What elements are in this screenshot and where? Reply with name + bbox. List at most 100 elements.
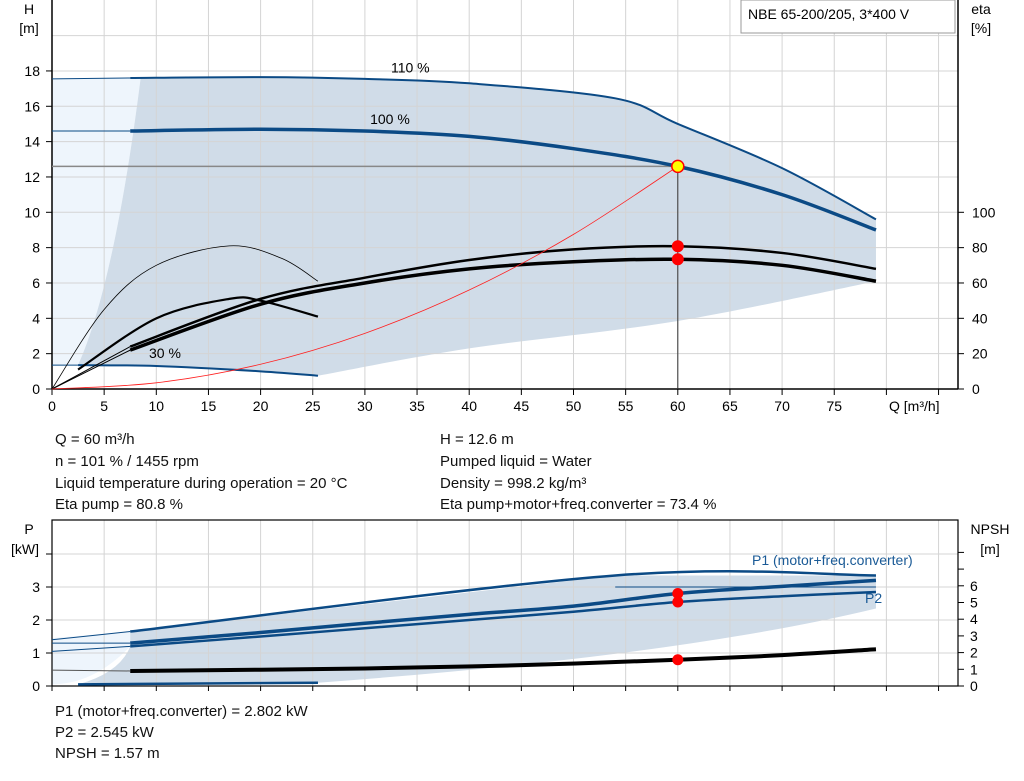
npsh-axis-unit: [m] (980, 541, 999, 557)
x-tick-label: 10 (149, 398, 165, 414)
title-box (740, 0, 956, 34)
y2-tick-label: 60 (972, 275, 988, 291)
x-tick-label: 0 (48, 398, 56, 414)
x-tick-label: 15 (201, 398, 217, 414)
npsh-curve (130, 647, 877, 673)
power-curve (130, 570, 876, 633)
p-tick-label: 2 (32, 612, 40, 628)
npsh-tick-label: 0 (970, 678, 978, 694)
eta-pump-point (671, 240, 684, 253)
npsh-tick-label: 5 (970, 595, 978, 611)
head-curve (130, 127, 877, 232)
info-p2: P2 = 2.545 kW (55, 724, 154, 741)
npsh-curve-extension (51, 669, 131, 672)
x-tick-label: 40 (461, 398, 477, 414)
chart-title: NBE 65-200/205, 3*400 V (748, 6, 910, 22)
info-speed: n = 101 % / 1455 rpm (55, 453, 199, 470)
x-tick-label: 30 (357, 398, 373, 414)
y-axis-unit: [m] (19, 20, 38, 36)
y2-axis-label: eta (971, 1, 991, 17)
system-curve (51, 166, 679, 390)
efficiency-curve-extension (51, 349, 131, 390)
y2-tick-label: 20 (972, 346, 988, 362)
y2-tick-label: 80 (972, 240, 988, 256)
y-tick-label: 16 (24, 98, 40, 114)
npsh-tick-label: 4 (970, 611, 978, 627)
npsh-axis-label: NPSH (971, 521, 1010, 537)
y-tick-label: 6 (32, 275, 40, 291)
power-curve-extension (51, 645, 131, 652)
efficiency-curve-extension (51, 346, 131, 390)
curve-extension (51, 77, 131, 80)
p-tick-label: 3 (32, 579, 40, 595)
label-p1: P1 (motor+freq.converter) (752, 552, 913, 568)
p-axis-unit: [kW] (11, 541, 39, 557)
y-tick-label: 8 (32, 240, 40, 256)
x-axis-label: Q [m³/h] (889, 398, 940, 414)
y-tick-label: 14 (24, 134, 40, 150)
area-light (52, 78, 141, 366)
power-curve (130, 590, 877, 648)
efficiency-curve (129, 257, 877, 352)
x-tick-label: 75 (826, 398, 842, 414)
efficiency-curve (129, 244, 877, 348)
label-p2: P2 (865, 590, 882, 606)
y-tick-label: 0 (32, 381, 40, 397)
x-tick-label: 60 (670, 398, 686, 414)
p-tick-label: 1 (32, 645, 40, 661)
npsh-point (672, 654, 684, 666)
npsh-tick-label: 2 (970, 645, 978, 661)
p2-point (672, 596, 684, 608)
x-tick-label: 45 (514, 398, 530, 414)
info-liquid: Pumped liquid = Water (440, 453, 592, 470)
operating-area (78, 77, 876, 376)
label-110: 110 % (391, 60, 430, 76)
x-tick-label: 35 (409, 398, 425, 414)
y2-tick-label: 40 (972, 310, 988, 326)
y-tick-label: 18 (24, 63, 40, 79)
x-tick-label: 50 (566, 398, 582, 414)
y-tick-label: 12 (24, 169, 40, 185)
info-temperature: Liquid temperature during operation = 20… (55, 475, 348, 492)
bottom-plot-frame (51, 519, 959, 687)
y-axis-label: H (24, 1, 34, 17)
p-tick-label: 0 (32, 678, 40, 694)
efficiency-curve (77, 296, 319, 371)
x-tick-label: 70 (774, 398, 790, 414)
npsh-tick-label: 3 (970, 628, 978, 644)
p-axis-label: P (24, 521, 33, 537)
power-curve (130, 578, 877, 645)
npsh-tick-label: 1 (970, 661, 978, 677)
info-npsh: NPSH = 1.57 m (55, 745, 160, 762)
duty-point (671, 159, 685, 174)
npsh-tick-label: 6 (970, 578, 978, 594)
x-tick-label: 5 (100, 398, 108, 414)
info-eta-total: Eta pump+motor+freq.converter = 73.4 % (440, 496, 717, 513)
label-100: 100 % (370, 111, 410, 127)
y2-tick-label: 0 (972, 381, 980, 397)
y2-tick-label: 100 (972, 204, 996, 220)
area-light-bottom (52, 631, 131, 685)
info-q: Q = 60 m³/h (55, 431, 135, 448)
power-curve (78, 681, 318, 686)
head-curve (130, 76, 877, 221)
info-head: H = 12.6 m (440, 431, 514, 448)
info-p1: P1 (motor+freq.converter) = 2.802 kW (55, 703, 308, 720)
y-tick-label: 2 (32, 346, 40, 362)
y-tick-label: 4 (32, 310, 40, 326)
x-tick-label: 20 (253, 398, 269, 414)
y-tick-label: 10 (24, 204, 40, 220)
info-density: Density = 998.2 kg/m³ (440, 475, 587, 492)
x-tick-label: 25 (305, 398, 321, 414)
eta-total-point (671, 253, 684, 266)
y2-axis-unit: [%] (971, 20, 991, 36)
power-curve-extension (51, 631, 131, 641)
label-30: 30 % (149, 345, 181, 361)
x-tick-label: 55 (618, 398, 634, 414)
head-curve (78, 364, 319, 377)
efficiency-curve (51, 245, 319, 390)
info-eta-pump: Eta pump = 80.8 % (55, 496, 183, 513)
p1-point (672, 588, 684, 600)
